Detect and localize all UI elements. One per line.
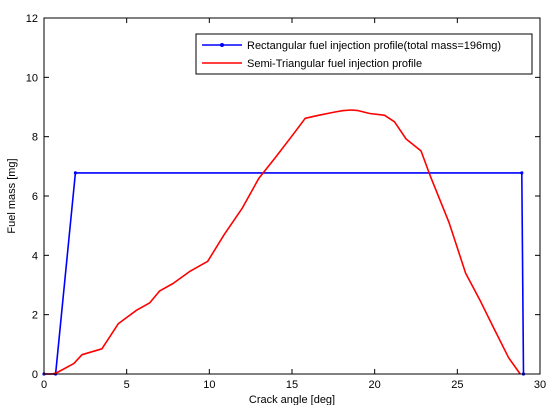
x-axis-label: Crack angle [deg] (249, 394, 335, 405)
plot-background (44, 18, 540, 374)
y-tick-label: 8 (32, 132, 38, 144)
x-tick-label: 10 (203, 379, 215, 391)
x-tick-label: 30 (534, 379, 546, 391)
plot-area (44, 18, 540, 374)
x-tick-label: 25 (451, 379, 463, 391)
y-tick-label: 12 (26, 13, 38, 25)
legend-label-1: Rectangular fuel injection profile(total… (247, 40, 501, 52)
legend-label-2: Semi-Triangular fuel injection profile (247, 58, 422, 70)
data-point (73, 171, 78, 175)
data-point (520, 171, 524, 175)
legend-marker (220, 43, 224, 47)
y-tick-label: 10 (26, 72, 38, 84)
y-tick-label: 4 (32, 250, 38, 262)
y-tick-label: 6 (32, 191, 38, 203)
y-tick-label: 2 (32, 310, 38, 322)
x-tick-label: 15 (286, 379, 298, 391)
x-tick-label: 5 (124, 379, 130, 391)
legend-box (195, 33, 533, 75)
x-tick-label: 20 (369, 379, 381, 391)
y-axis-label: Fuel mass [mg] (6, 158, 18, 233)
legend: Rectangular fuel injection profile(total… (195, 33, 533, 75)
y-tick-label: 0 (32, 369, 38, 381)
series-line-2 (44, 109, 521, 375)
axes-layer: 0 5 10 15 20 25 30 0 2 4 6 8 10 12 (26, 13, 546, 391)
x-tick-label: 0 (41, 379, 47, 391)
